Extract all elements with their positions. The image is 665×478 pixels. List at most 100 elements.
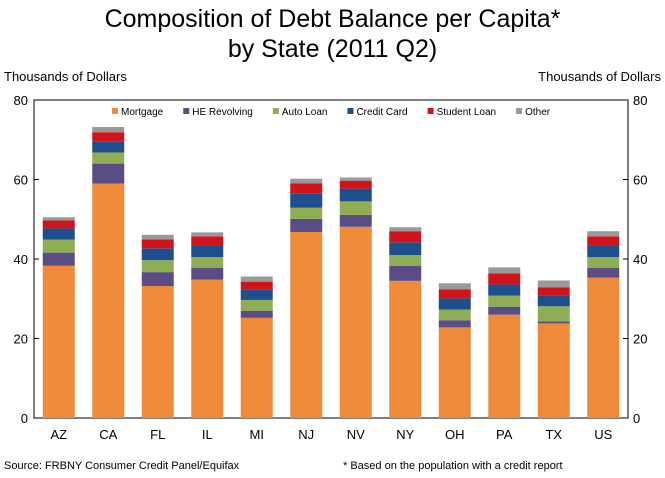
bar-segment-ny-other (389, 227, 422, 232)
bar-segment-mi-auto-loan (240, 299, 273, 311)
legend-label: Credit Card (356, 107, 407, 118)
y-tick-label-right: 20 (633, 332, 647, 347)
bar-segment-nj-credit-card (290, 193, 323, 208)
bar-segment-mi-mortgage (240, 317, 273, 418)
x-tick-label: NJ (298, 427, 314, 442)
y-tick-label-left: 40 (14, 252, 28, 267)
bar-segment-oh-auto-loan (438, 309, 471, 321)
bar-segment-nj-other (290, 178, 323, 184)
legend-swatch-auto-loan (272, 108, 279, 114)
legend-swatch-credit-card (347, 108, 354, 114)
legend-label: Other (525, 107, 551, 118)
bar-segment-nj-he-revolving (290, 218, 323, 232)
bar-segment-az-mortgage (42, 265, 75, 418)
bar-segment-il-mortgage (191, 279, 224, 418)
bar-segment-tx-mortgage (537, 323, 570, 418)
bar-segment-az-credit-card (42, 228, 75, 240)
bar-segment-ca-auto-loan (92, 152, 125, 164)
bar-segment-pa-other (488, 267, 521, 274)
bar-segment-az-auto-loan (42, 239, 75, 253)
bar-segment-fl-credit-card (141, 248, 174, 261)
chart-title-line-2: by State (2011 Q2) (227, 35, 438, 63)
bar-segment-il-auto-loan (191, 257, 224, 268)
bar-segment-fl-student-loan (141, 239, 174, 249)
bar-segment-tx-other (537, 280, 570, 288)
footnote: * Based on the population with a credit … (343, 460, 563, 472)
y-tick-label-left: 80 (14, 93, 28, 108)
legend-swatch-he-revolving (183, 108, 190, 114)
bar-segment-oh-other (438, 283, 471, 290)
bar-segment-ny-credit-card (389, 242, 422, 256)
bar-segment-us-mortgage (587, 277, 620, 418)
bar-segment-ny-he-revolving (389, 265, 422, 281)
bar-segment-nv-other (339, 177, 372, 181)
bar-segment-ca-student-loan (92, 132, 125, 142)
right-axis-unit-label: Thousands of Dollars (538, 69, 661, 84)
bar-segment-fl-mortgage (141, 286, 174, 418)
bar-segment-mi-credit-card (240, 289, 273, 300)
bar-segment-tx-student-loan (537, 287, 570, 296)
bar-segment-ca-other (92, 127, 125, 133)
bar-segment-nj-student-loan (290, 183, 323, 194)
bar-segment-tx-auto-loan (537, 306, 570, 322)
bar-segment-pa-credit-card (488, 284, 521, 296)
bar-segment-ca-credit-card (92, 141, 125, 153)
legend-label: Auto Loan (282, 107, 328, 118)
x-tick-label: FL (150, 427, 165, 442)
bar-segment-nv-credit-card (339, 188, 372, 202)
x-tick-label: IL (202, 427, 213, 442)
bar-segment-pa-mortgage (488, 314, 521, 418)
bar-segment-il-other (191, 232, 224, 237)
bar-segment-il-student-loan (191, 236, 224, 246)
legend-label: HE Revolving (192, 107, 253, 118)
legend-label: Mortgage (121, 107, 164, 118)
bar-segment-mi-other (240, 276, 273, 282)
bar-segment-nv-student-loan (339, 180, 372, 189)
chart-title-line-1: Composition of Debt Balance per Capita* (104, 5, 561, 33)
y-tick-label-left: 0 (21, 411, 28, 426)
y-tick-label-left: 20 (14, 332, 28, 347)
bar-segment-ny-student-loan (389, 231, 422, 243)
y-tick-label-right: 60 (633, 173, 647, 188)
y-tick-label-right: 40 (633, 252, 647, 267)
bar-segment-az-student-loan (42, 220, 75, 229)
x-tick-label: OH (445, 427, 465, 442)
bar-segment-nj-auto-loan (290, 207, 323, 219)
bar-segment-us-auto-loan (587, 257, 620, 268)
bar-segment-il-he-revolving (191, 267, 224, 280)
bar-segment-ny-auto-loan (389, 255, 422, 266)
bar-segment-nv-mortgage (339, 226, 372, 418)
bar-segment-fl-auto-loan (141, 260, 174, 273)
bar-segment-us-credit-card (587, 245, 620, 258)
bar-segment-tx-credit-card (537, 295, 570, 307)
bar-segment-ca-mortgage (92, 183, 125, 418)
bar-segment-oh-mortgage (438, 327, 471, 418)
bar-segment-us-he-revolving (587, 267, 620, 278)
y-tick-label-left: 60 (14, 173, 28, 188)
legend-swatch-student-loan (427, 108, 434, 114)
bar-segment-il-credit-card (191, 245, 224, 258)
bar-segment-us-other (587, 231, 620, 237)
source-note: Source: FRBNY Consumer Credit Panel/Equi… (4, 460, 240, 472)
bar-segment-pa-he-revolving (488, 306, 521, 315)
legend-swatch-other (516, 108, 523, 114)
bar-segment-az-he-revolving (42, 252, 75, 266)
bar-segment-mi-student-loan (240, 281, 273, 290)
x-tick-label: PA (496, 427, 513, 442)
bar-segment-ny-mortgage (389, 280, 422, 418)
x-tick-label: NY (396, 427, 414, 442)
y-tick-label-right: 0 (633, 411, 640, 426)
bar-segment-pa-auto-loan (488, 295, 521, 307)
x-tick-label: NV (347, 427, 365, 442)
bar-segment-nv-auto-loan (339, 201, 372, 215)
bar-segment-pa-student-loan (488, 273, 521, 285)
legend-label: Student Loan (437, 107, 497, 118)
x-tick-label: US (594, 427, 612, 442)
bar-segment-us-student-loan (587, 236, 620, 246)
bar-segment-ca-he-revolving (92, 163, 125, 184)
bar-segment-oh-student-loan (438, 289, 471, 299)
bar-segment-mi-he-revolving (240, 310, 273, 318)
x-tick-label: TX (545, 427, 562, 442)
y-tick-label-right: 80 (633, 93, 647, 108)
x-tick-label: AZ (50, 427, 67, 442)
